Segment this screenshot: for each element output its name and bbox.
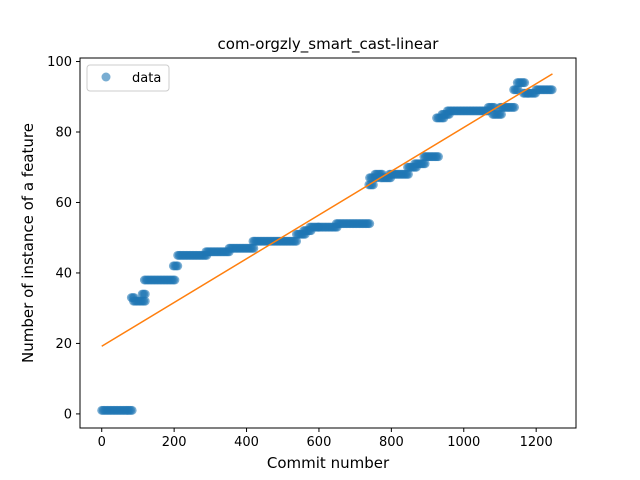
- y-tick-label: 100: [47, 55, 72, 70]
- data-point: [170, 275, 180, 285]
- legend: data: [86, 64, 170, 92]
- y-tick-label: 40: [55, 266, 72, 281]
- data-point: [403, 169, 413, 179]
- y-tick-label: 60: [55, 196, 72, 211]
- legend-label-data: data: [132, 71, 161, 86]
- x-tick-label: 1000: [447, 435, 480, 450]
- axes-frame: [79, 57, 577, 429]
- data-point: [127, 405, 137, 415]
- x-tick-label: 800: [379, 435, 404, 450]
- chart-title: com-orgzly_smart_cast-linear: [218, 35, 440, 54]
- data-point: [365, 219, 375, 229]
- data-point: [547, 85, 557, 95]
- x-tick-label: 0: [98, 435, 106, 450]
- data-point: [140, 296, 150, 306]
- y-axis-label: Number of instance of a feature: [19, 123, 37, 363]
- data-point: [368, 180, 378, 190]
- data-point: [496, 109, 506, 119]
- data-point: [520, 78, 530, 88]
- x-tick-label: 600: [307, 435, 332, 450]
- data-point: [433, 152, 443, 162]
- x-tick-label: 400: [234, 435, 259, 450]
- data-point: [173, 261, 183, 271]
- legend-box: [86, 64, 170, 92]
- data-point: [420, 159, 430, 169]
- x-tick-label: 200: [162, 435, 187, 450]
- x-axis-label: Commit number: [267, 454, 390, 472]
- data-point: [140, 289, 150, 299]
- x-axis: 0 200 400 600 800 1000 1200: [98, 428, 553, 450]
- data-point: [292, 236, 301, 246]
- plot-area: [97, 73, 557, 415]
- y-tick-label: 20: [55, 337, 72, 352]
- y-axis: 0 20 40 60 80 100: [47, 55, 80, 422]
- x-tick-label: 1200: [520, 435, 553, 450]
- legend-marker-data: [101, 72, 111, 82]
- data-point: [509, 102, 519, 112]
- fit-line: [101, 73, 553, 347]
- y-tick-label: 80: [55, 126, 72, 141]
- data-point: [249, 243, 259, 253]
- y-tick-label: 0: [64, 407, 72, 422]
